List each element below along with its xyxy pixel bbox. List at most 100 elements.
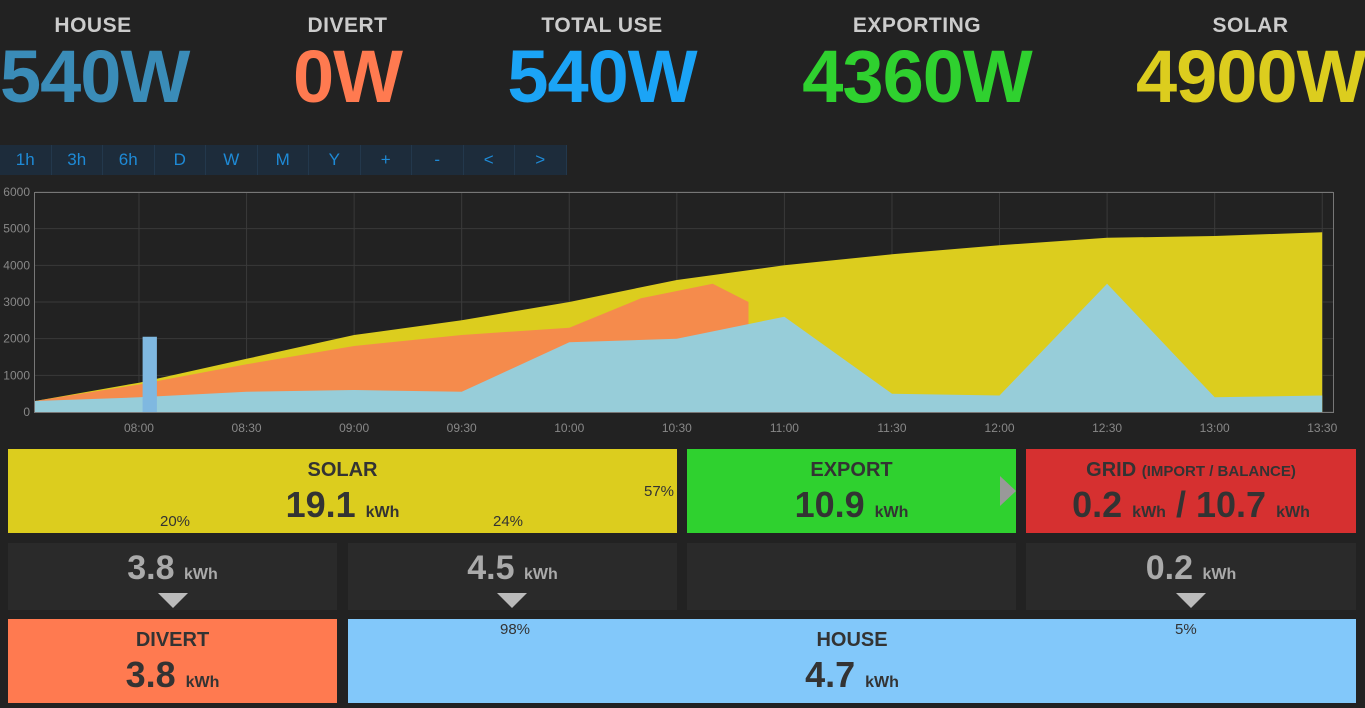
grid-house-flow-value: 0.2	[1145, 549, 1194, 587]
house-stat: HOUSE 540W	[0, 0, 190, 118]
solar-label: SOLAR	[1212, 14, 1289, 37]
export-box-unit: kWh	[874, 504, 909, 521]
grid-balance-value: 10.7	[1196, 484, 1267, 525]
solar-box: SOLAR 19.1 kWh 20% 24% 57%	[8, 449, 677, 533]
solar-divert-flow-unit: kWh	[183, 566, 218, 583]
range-day-button[interactable]: D	[155, 145, 206, 175]
divert-box: DIVERT 3.8 kWh	[8, 619, 337, 703]
grid-house-flow: 0.2 kWh	[1026, 543, 1356, 610]
export-spacer	[687, 543, 1016, 610]
power-chart[interactable]: 0 1000 2000 3000 4000 5000 6000 08:00 08:30 09:0…	[0, 180, 1365, 442]
grid-separator: /	[1175, 484, 1186, 525]
solar-house-flow: 4.5 kWh	[348, 543, 677, 610]
solar-house-flow-wrap: 4.5 kWh	[348, 549, 677, 588]
range-1h-button[interactable]: 1h	[0, 145, 52, 175]
exporting-label: EXPORTING	[852, 14, 982, 37]
divert-value: 0W	[293, 35, 403, 118]
divert-box-value: 3.8	[125, 654, 176, 695]
grid-balance-unit: kWh	[1276, 504, 1310, 521]
zoom-out-button[interactable]: -	[412, 145, 464, 175]
range-week-button[interactable]: W	[206, 145, 258, 175]
house-label: HOUSE	[54, 14, 132, 37]
export-box-value-wrap: 10.9 kWh	[687, 484, 1016, 526]
pan-right-button[interactable]: >	[515, 145, 567, 175]
solar-stat: SOLAR 4900W	[1136, 0, 1365, 114]
export-box: EXPORT 10.9 kWh	[687, 449, 1016, 533]
x-tick-label: 12:00	[985, 421, 1015, 435]
x-tick-label: 13:30	[1307, 421, 1337, 435]
x-tick-label: 13:00	[1200, 421, 1230, 435]
solar-house-flow-value: 4.5	[467, 549, 515, 587]
y-tick-label: 5000	[3, 222, 30, 236]
x-tick-label: 08:00	[124, 421, 154, 435]
pan-left-button[interactable]: <	[464, 145, 515, 175]
solar-divert-flow-value: 3.8	[127, 549, 175, 587]
range-6h-button[interactable]: 6h	[103, 145, 155, 175]
house-box-value-wrap: 4.7 kWh	[348, 654, 1356, 696]
divert-stat: DIVERT 0W	[280, 0, 415, 114]
y-tick-label: 2000	[3, 332, 30, 346]
total-use-stat: TOTAL USE 540W	[500, 0, 704, 114]
grid-house-flow-unit: kWh	[1202, 566, 1237, 583]
grid-box-title-wrap: GRID (IMPORT / BALANCE)	[1026, 459, 1356, 482]
house-box-unit: kWh	[865, 674, 899, 691]
house-solar-pct: 98%	[500, 621, 531, 638]
x-tick-label: 10:00	[554, 421, 584, 435]
y-tick-label: 3000	[3, 295, 30, 309]
solar-divert-flow-wrap: 3.8 kWh	[8, 549, 337, 588]
series-area-3	[142, 336, 157, 412]
house-box-title: HOUSE	[816, 629, 888, 651]
x-tick-label: 09:30	[447, 421, 477, 435]
solar-value: 4900W	[1136, 35, 1365, 118]
solar-house-flow-unit: kWh	[523, 566, 558, 583]
house-box-value: 4.7	[805, 654, 856, 695]
export-arrow-icon	[1000, 476, 1016, 506]
range-toolbar: 1h 3h 6h D W M Y + - < >	[0, 145, 567, 175]
y-tick-label: 6000	[3, 185, 30, 199]
y-tick-label: 0	[23, 405, 30, 419]
house-grid-pct: 5%	[1175, 621, 1197, 638]
flow-down-arrow-icon	[497, 593, 527, 608]
x-tick-label: 10:30	[662, 421, 692, 435]
flow-down-arrow-icon	[158, 593, 188, 608]
solar-box-value-wrap: 19.1 kWh	[8, 484, 677, 526]
grid-house-flow-wrap: 0.2 kWh	[1026, 549, 1356, 588]
divert-box-value-wrap: 3.8 kWh	[8, 654, 337, 696]
solar-divert-flow: 3.8 kWh	[8, 543, 337, 610]
export-box-value: 10.9	[794, 484, 865, 525]
flow-down-arrow-icon	[1176, 593, 1206, 608]
solar-box-unit: kWh	[365, 504, 400, 521]
total-use-label: TOTAL USE	[541, 14, 663, 37]
x-tick-label: 09:00	[339, 421, 369, 435]
grid-import-value: 0.2	[1072, 484, 1123, 525]
x-tick-label: 11:30	[877, 421, 906, 435]
grid-box: GRID (IMPORT / BALANCE) 0.2 kWh / 10.7 k…	[1026, 449, 1356, 533]
y-tick-label: 1000	[3, 368, 30, 382]
range-year-button[interactable]: Y	[309, 145, 361, 175]
solar-export-pct: 57%	[644, 483, 675, 500]
zoom-in-button[interactable]: +	[361, 145, 412, 175]
y-tick-label: 4000	[3, 258, 30, 272]
export-box-title: EXPORT	[810, 459, 893, 481]
exporting-value: 4360W	[802, 35, 1032, 118]
x-tick-label: 08:30	[232, 421, 262, 435]
divert-box-title: DIVERT	[135, 629, 210, 651]
range-month-button[interactable]: M	[258, 145, 309, 175]
solar-box-title: SOLAR	[307, 459, 378, 481]
grid-box-title: GRID	[1086, 459, 1137, 481]
solar-divert-pct: 20%	[160, 513, 191, 530]
grid-box-subtitle: (IMPORT / BALANCE)	[1141, 463, 1296, 480]
x-tick-label: 11:00	[770, 421, 799, 435]
grid-box-value-wrap: 0.2 kWh / 10.7 kWh	[1026, 484, 1356, 526]
range-3h-button[interactable]: 3h	[52, 145, 103, 175]
plot-border	[34, 192, 1334, 413]
x-tick-label: 12:30	[1092, 421, 1122, 435]
divert-label: DIVERT	[307, 14, 388, 37]
solar-house-pct: 24%	[493, 513, 524, 530]
house-box: HOUSE 4.7 kWh 98% 5%	[348, 619, 1356, 703]
divert-box-unit: kWh	[185, 674, 220, 691]
house-value: 540W	[0, 35, 190, 118]
solar-box-value: 19.1	[285, 484, 356, 525]
grid-import-unit: kWh	[1132, 504, 1166, 521]
series-area-2	[35, 283, 1323, 412]
